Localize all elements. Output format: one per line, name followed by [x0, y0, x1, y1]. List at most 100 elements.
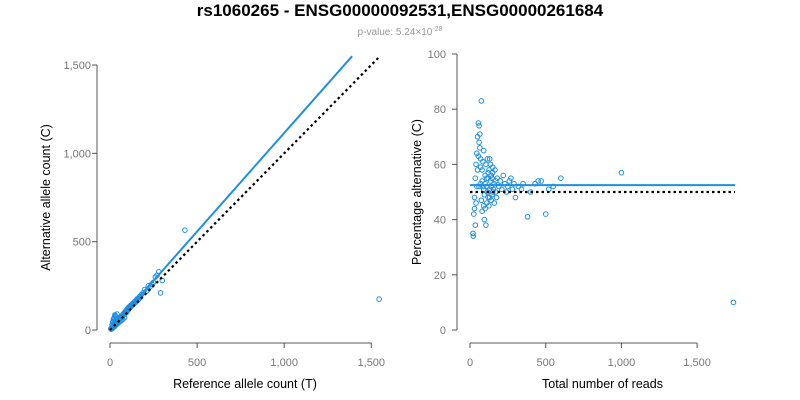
x-axis-title: Reference allele count (T)	[173, 377, 317, 391]
y-axis-title: Percentage alternative (C)	[410, 119, 424, 265]
data-point	[489, 189, 496, 195]
y-tick-label: 1,500	[63, 60, 91, 72]
x-tick-label: 1,000	[608, 357, 636, 369]
y-tick-label: 80	[434, 104, 446, 116]
data-point	[486, 156, 493, 162]
percentage-alternative-scatter: 0 500 1,000 1,500 0 20 40 60 80 100 Total number o…	[410, 49, 737, 391]
data-point	[492, 167, 498, 173]
data-point	[524, 214, 531, 220]
data-point	[730, 299, 737, 306]
data-point	[482, 205, 488, 212]
data-point	[489, 175, 495, 181]
x-axis-title: Total number of reads	[542, 377, 663, 391]
data-point	[480, 186, 487, 193]
data-point	[475, 153, 482, 159]
data-point	[512, 194, 519, 201]
data-point	[471, 194, 478, 201]
data-point	[474, 150, 480, 157]
data-point	[488, 197, 495, 204]
p-value-exponent: -28	[432, 26, 442, 33]
data-point	[500, 172, 507, 179]
data-point	[545, 186, 552, 193]
x-tick-label: 500	[537, 357, 555, 369]
data-point	[558, 175, 564, 181]
data-point	[479, 208, 485, 215]
data-point	[491, 200, 498, 206]
data-point	[470, 233, 477, 239]
data-point	[479, 178, 485, 184]
data-point	[486, 194, 493, 201]
data-point	[506, 178, 513, 184]
data-point	[484, 156, 491, 162]
data-point	[518, 186, 525, 193]
allele-count-scatter: 0 500 1,000 1,500 0 500 1,000 1,500 Reference al…	[39, 55, 386, 391]
data-point	[497, 178, 504, 184]
data-point	[486, 167, 492, 173]
y-tick-label: 500	[73, 237, 91, 249]
data-point	[480, 158, 486, 165]
data-point	[476, 122, 482, 129]
reference-line	[109, 55, 381, 331]
data-point	[473, 200, 479, 206]
data-point	[478, 197, 485, 204]
data-point	[471, 205, 478, 212]
data-point	[470, 211, 477, 217]
data-point	[486, 186, 493, 193]
data-point	[535, 178, 541, 184]
data-point	[493, 194, 500, 201]
figure-title: rs1060265 - ENSG00000092531,ENSG00000261…	[197, 1, 604, 20]
data-point	[482, 172, 488, 179]
data-point	[470, 230, 476, 237]
data-point	[542, 211, 549, 217]
data-point	[488, 172, 495, 179]
y-tick-label: 0	[440, 325, 446, 337]
x-tick-label: 0	[107, 357, 113, 369]
x-tick-label: 1,500	[683, 357, 711, 369]
data-point	[618, 169, 625, 176]
data-point	[485, 169, 491, 176]
y-tick-label: 60	[434, 159, 446, 171]
p-value-text: p-value: 5.24×10	[358, 27, 433, 38]
data-point	[492, 178, 499, 184]
data-point	[485, 175, 491, 181]
figure-subtitle: p-value: 5.24×10-28	[358, 26, 443, 38]
y-tick-label: 20	[434, 270, 446, 282]
data-point	[494, 175, 501, 181]
data-point	[509, 186, 516, 193]
data-point	[481, 191, 488, 198]
data-point	[483, 222, 489, 228]
data-point	[477, 164, 484, 170]
fit-line	[109, 55, 353, 331]
data-point	[508, 175, 514, 181]
data-point	[478, 98, 485, 104]
data-point	[157, 290, 164, 296]
data-point	[475, 120, 482, 126]
data-point	[474, 167, 481, 173]
y-tick-label: 100	[428, 49, 446, 61]
data-point	[538, 178, 544, 184]
y-tick-label: 40	[434, 215, 446, 227]
x-tick-label: 1,500	[358, 357, 386, 369]
data-point	[480, 147, 487, 154]
data-point	[182, 227, 188, 233]
data-point	[477, 145, 483, 151]
data-point	[476, 139, 482, 146]
data-point	[477, 131, 483, 137]
y-axis-title: Alternative allele count (C)	[39, 124, 53, 271]
data-point	[481, 216, 488, 223]
data-point	[480, 203, 487, 209]
data-point	[472, 175, 479, 181]
data-point	[376, 296, 382, 302]
x-tick-label: 1,000	[270, 357, 298, 369]
x-tick-label: 500	[188, 357, 206, 369]
data-point	[499, 186, 505, 193]
data-point	[472, 222, 479, 228]
data-point	[486, 203, 492, 209]
data-point	[111, 315, 117, 322]
x-tick-label: 0	[467, 357, 473, 369]
data-point	[112, 312, 118, 318]
data-point	[473, 161, 479, 168]
y-tick-label: 0	[85, 325, 91, 337]
y-tick-label: 1,000	[63, 148, 91, 160]
